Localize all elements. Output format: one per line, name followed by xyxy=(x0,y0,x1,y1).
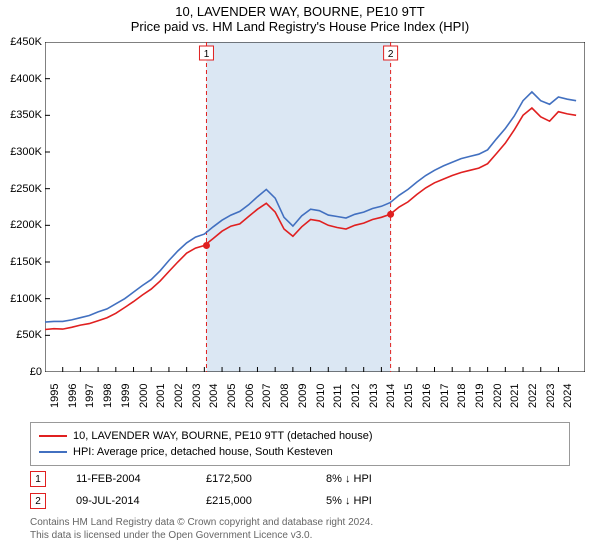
chart-svg: 12 xyxy=(45,42,585,372)
transaction-price: £172,500 xyxy=(206,473,326,485)
x-axis-labels: 1995 1996 1997 1998 1999 2000 2001 2002 2003 2004… xyxy=(45,374,585,420)
transaction-hpi-delta: 5% ↓ HPI xyxy=(326,495,446,507)
x-tick-label: 2003 xyxy=(191,384,203,408)
y-tick-label: £150K xyxy=(10,256,42,268)
y-tick-label: £400K xyxy=(10,73,42,85)
y-axis-labels: £0£50K£100K£150K£200K£250K£300K£350K£400… xyxy=(0,42,44,372)
chart-title: 10, LAVENDER WAY, BOURNE, PE10 9TT xyxy=(0,0,600,19)
x-tick-label: 2004 xyxy=(208,384,220,408)
x-tick-label: 1997 xyxy=(84,384,96,408)
footnote-line2: This data is licensed under the Open Gov… xyxy=(30,529,373,542)
y-tick-label: £200K xyxy=(10,219,42,231)
legend-swatch-0 xyxy=(39,435,67,437)
x-tick-label: 2024 xyxy=(562,384,574,408)
x-tick-label: 2005 xyxy=(226,384,238,408)
x-tick-label: 2007 xyxy=(261,384,273,408)
transaction-date: 09-JUL-2014 xyxy=(76,495,206,507)
transaction-row: 2 09-JUL-2014£215,0005% ↓ HPI xyxy=(30,490,570,512)
x-tick-label: 2006 xyxy=(244,384,256,408)
transaction-price: £215,000 xyxy=(206,495,326,507)
x-tick-label: 2011 xyxy=(332,384,344,408)
x-tick-label: 2002 xyxy=(173,384,185,408)
x-tick-label: 2016 xyxy=(421,384,433,408)
y-tick-label: £300K xyxy=(10,146,42,158)
chart-subtitle: Price paid vs. HM Land Registry's House … xyxy=(0,19,600,40)
x-tick-label: 2023 xyxy=(545,384,557,408)
x-tick-label: 1999 xyxy=(120,384,132,408)
y-tick-label: £350K xyxy=(10,109,42,121)
y-tick-label: £450K xyxy=(10,36,42,48)
transaction-hpi-delta: 8% ↓ HPI xyxy=(326,473,446,485)
transaction-table: 1 11-FEB-2004£172,5008% ↓ HPI 2 09-JUL-2014… xyxy=(30,468,570,512)
x-tick-label: 1995 xyxy=(49,384,61,408)
legend-item-series0: 10, LAVENDER WAY, BOURNE, PE10 9TT (deta… xyxy=(39,428,561,444)
y-tick-label: £100K xyxy=(10,293,42,305)
transaction-row: 1 11-FEB-2004£172,5008% ↓ HPI xyxy=(30,468,570,490)
y-tick-label: £0 xyxy=(30,366,42,378)
x-tick-label: 2022 xyxy=(527,384,539,408)
x-tick-label: 2021 xyxy=(509,384,521,408)
x-tick-label: 2015 xyxy=(403,384,415,408)
svg-text:2: 2 xyxy=(388,49,394,60)
x-tick-label: 2014 xyxy=(385,384,397,408)
chart-plot-area: 12 xyxy=(45,42,585,372)
x-tick-label: 2008 xyxy=(279,384,291,408)
x-tick-label: 2013 xyxy=(368,384,380,408)
chart-container: 10, LAVENDER WAY, BOURNE, PE10 9TT Price… xyxy=(0,0,600,560)
legend-label-0: 10, LAVENDER WAY, BOURNE, PE10 9TT (deta… xyxy=(73,430,373,442)
y-tick-label: £250K xyxy=(10,183,42,195)
legend-swatch-1 xyxy=(39,451,67,453)
legend-item-series1: HPI: Average price, detached house, Sout… xyxy=(39,444,561,460)
footnote: Contains HM Land Registry data © Crown c… xyxy=(30,516,373,542)
x-tick-label: 2019 xyxy=(474,384,486,408)
x-tick-label: 2000 xyxy=(138,384,150,408)
y-tick-label: £50K xyxy=(16,329,42,341)
x-tick-label: 2001 xyxy=(155,384,167,408)
x-tick-label: 1998 xyxy=(102,384,114,408)
x-tick-label: 2010 xyxy=(315,384,327,408)
svg-text:1: 1 xyxy=(204,49,210,60)
x-tick-label: 2020 xyxy=(492,384,504,408)
x-tick-label: 1996 xyxy=(67,384,79,408)
transaction-marker: 1 xyxy=(30,471,46,487)
x-tick-label: 2018 xyxy=(456,384,468,408)
footnote-line1: Contains HM Land Registry data © Crown c… xyxy=(30,516,373,529)
transaction-date: 11-FEB-2004 xyxy=(76,473,206,485)
transaction-marker: 2 xyxy=(30,493,46,509)
legend-label-1: HPI: Average price, detached house, Sout… xyxy=(73,446,333,458)
x-tick-label: 2009 xyxy=(297,384,309,408)
x-tick-label: 2012 xyxy=(350,384,362,408)
x-tick-label: 2017 xyxy=(439,384,451,408)
legend: 10, LAVENDER WAY, BOURNE, PE10 9TT (deta… xyxy=(30,422,570,466)
